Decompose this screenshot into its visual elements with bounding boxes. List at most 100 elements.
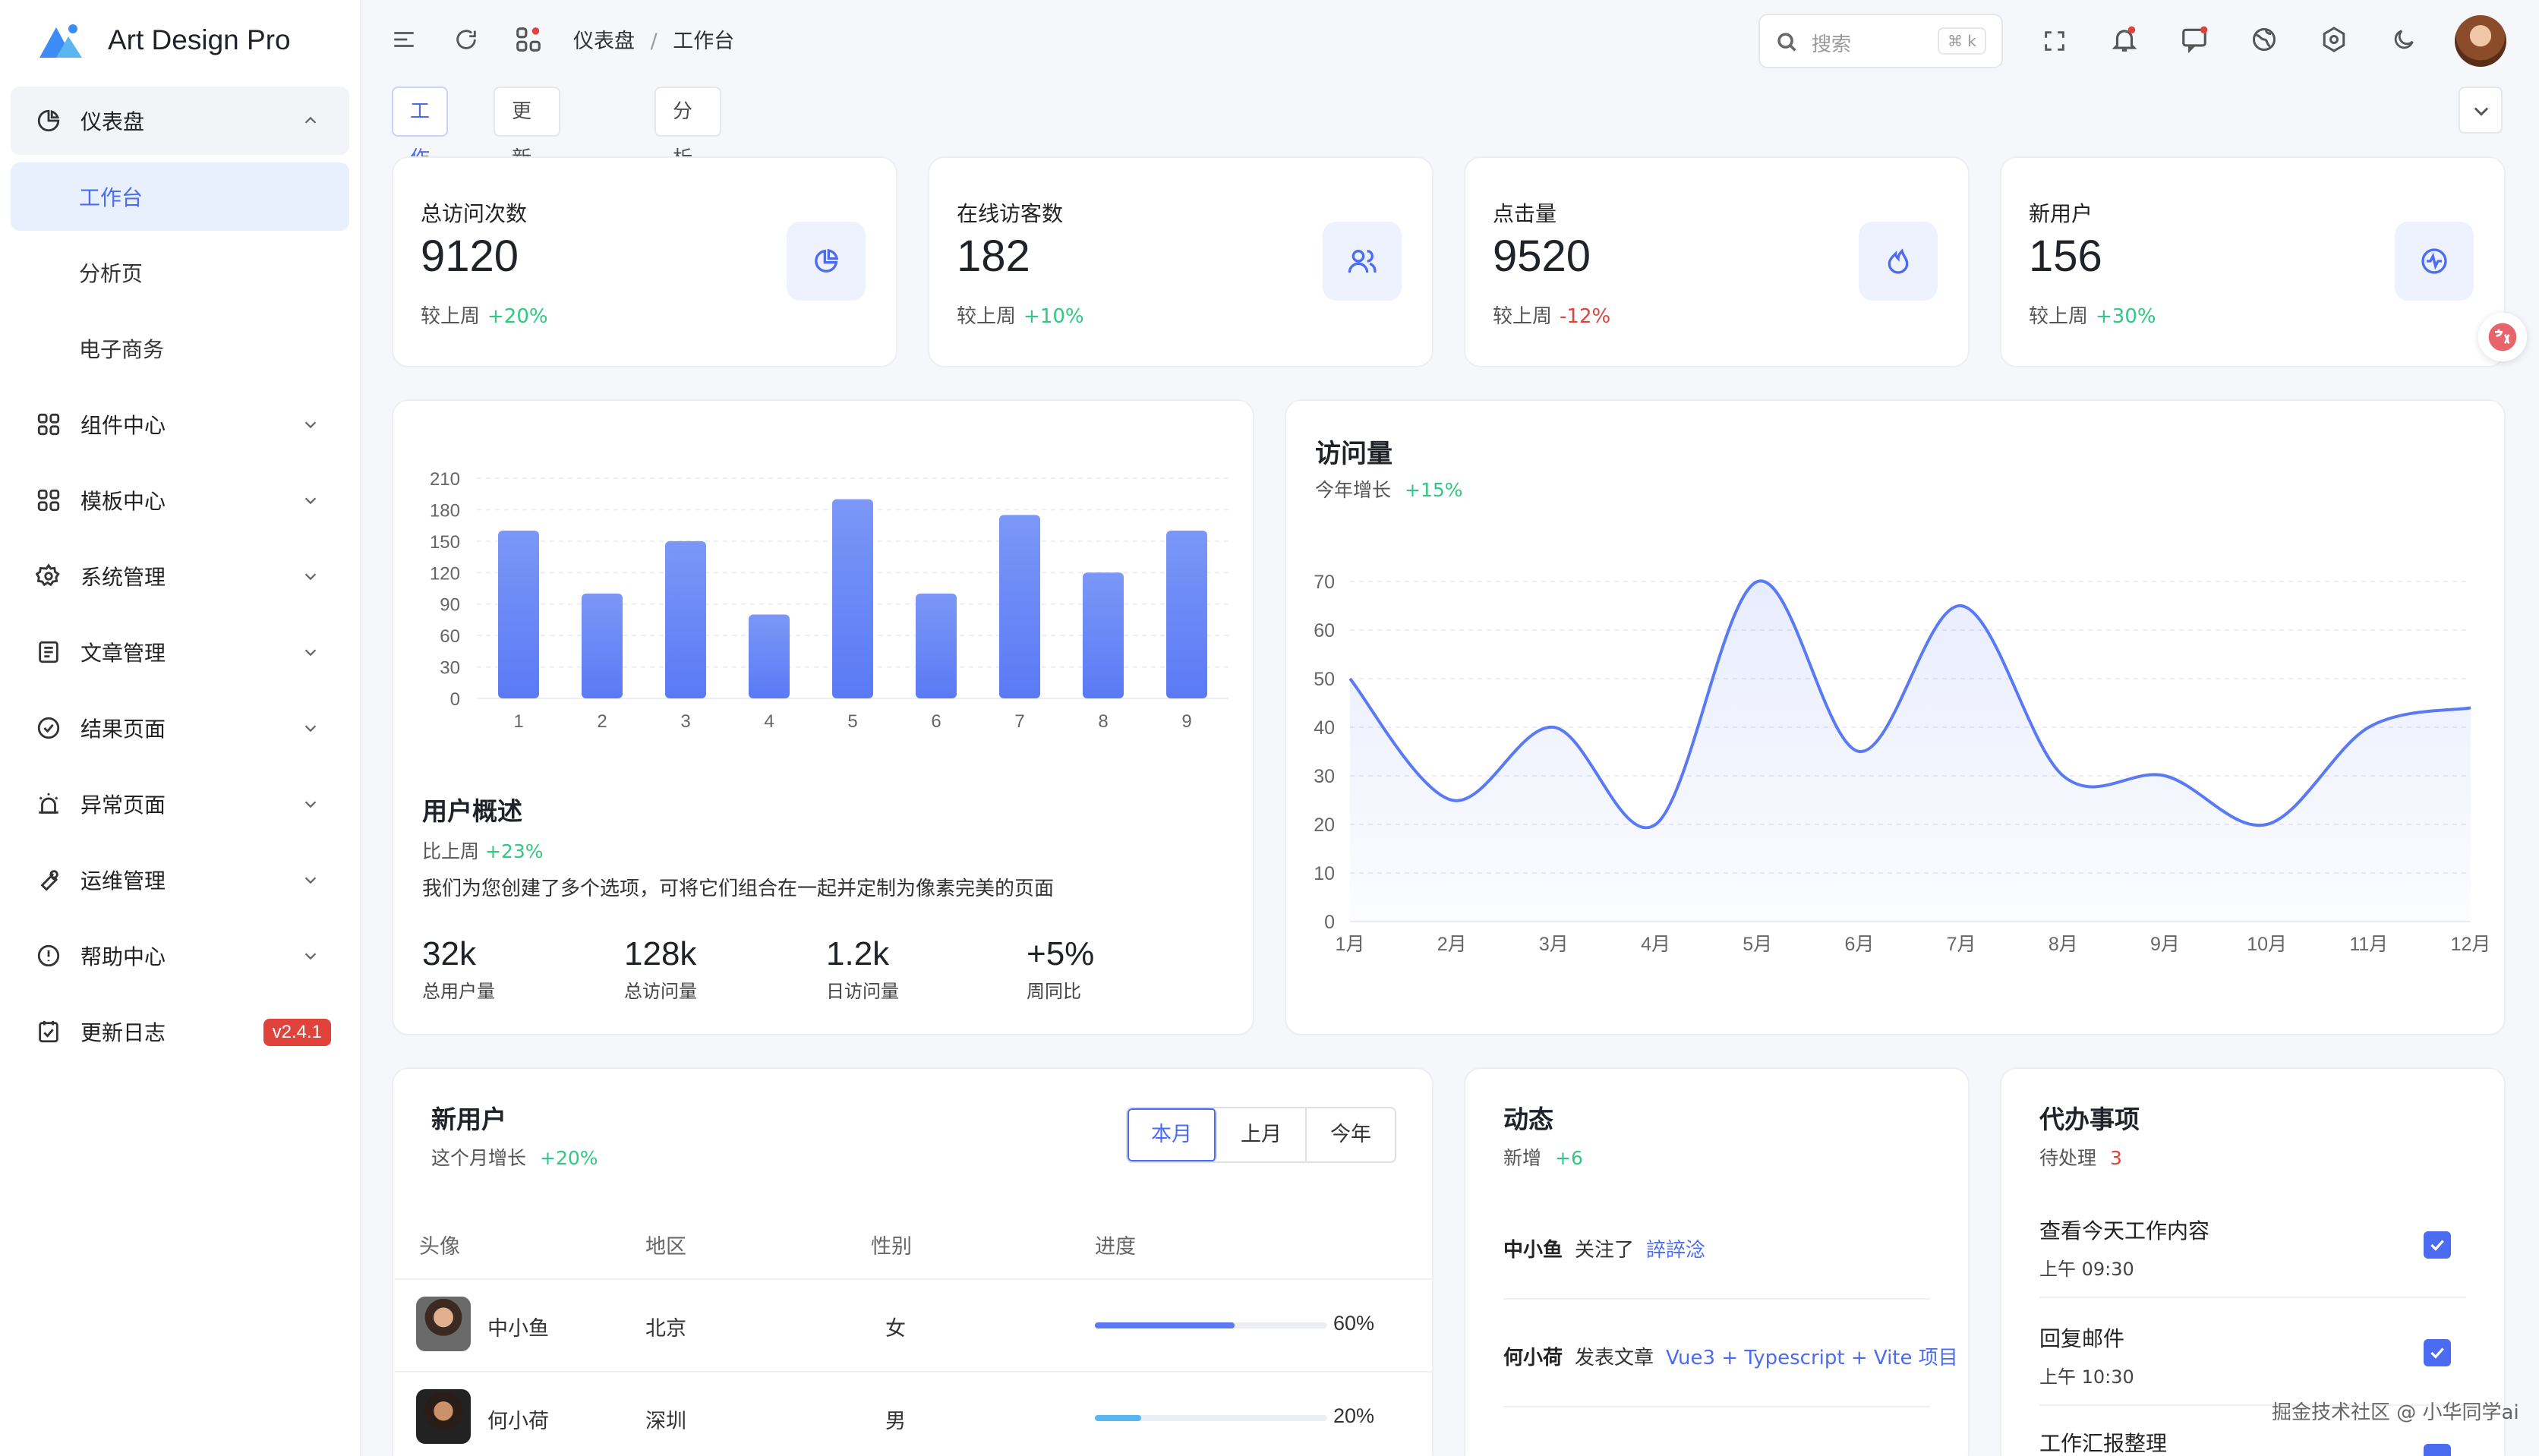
sidebar-item-articles[interactable]: 文章管理 <box>11 618 349 686</box>
data-point[interactable] <box>2162 774 2167 778</box>
compare-label: 较上周 <box>1493 305 1553 328</box>
tab-analysis[interactable]: 分析页✕ <box>654 87 722 263</box>
sidebar-item-results[interactable]: 结果页面 <box>11 694 349 762</box>
bar[interactable] <box>749 614 790 698</box>
metric-label: 日访问量 <box>826 981 899 1002</box>
activity-target-link[interactable]: Vue3 + Typescript + Vite 项目 <box>1666 1347 1958 1369</box>
apps-icon[interactable] <box>512 23 545 56</box>
x-tick-label: 8月 <box>2049 934 2078 955</box>
new-users-growth: 这个月增长 +20% <box>431 1143 598 1171</box>
activity-user[interactable]: 中小鱼 <box>1503 1239 1563 1262</box>
data-point[interactable] <box>1551 725 1556 730</box>
fullscreen-icon[interactable] <box>2038 24 2071 58</box>
growth-label: 这个月增长 <box>431 1147 527 1169</box>
stat-card-total-visits: 总访问次数 9120 较上周 +20% <box>392 156 897 367</box>
breadcrumb-item[interactable]: 仪表盘 <box>573 30 635 53</box>
chevron-down-icon <box>304 649 317 657</box>
data-point[interactable] <box>2061 774 2065 778</box>
data-point[interactable] <box>1755 579 1760 584</box>
data-point[interactable] <box>1348 676 1352 681</box>
sidebar-item-components[interactable]: 组件中心 <box>11 390 349 459</box>
todo-checkbox[interactable] <box>2424 1231 2451 1259</box>
series-line[interactable] <box>1348 579 2471 830</box>
chevron-down-icon <box>304 725 317 733</box>
user-name: 何小荷 <box>487 1410 549 1433</box>
x-tick-label: 6月 <box>1844 934 1874 955</box>
activity-card <box>1464 1067 1970 1456</box>
tabs-dropdown-button[interactable] <box>2459 87 2503 134</box>
search-icon <box>1777 33 1796 52</box>
sidebar-item-system[interactable]: 系统管理 <box>11 542 349 610</box>
sidebar-item-label: 运维管理 <box>80 868 166 893</box>
delta-value: +20% <box>487 305 548 328</box>
data-point[interactable] <box>1959 604 1963 608</box>
app-logo[interactable]: Art Design Pro <box>38 18 291 62</box>
settings-icon[interactable] <box>2317 23 2351 56</box>
sidebar-item-changelog[interactable]: 更新日志 v2.4.1 <box>11 997 349 1066</box>
check-icon <box>2430 1240 2444 1251</box>
language-globe-icon[interactable] <box>2247 23 2281 56</box>
data-point[interactable] <box>2367 725 2371 730</box>
sidebar-subitem-workbench[interactable]: 工作台 <box>11 162 349 231</box>
todo-checkbox[interactable] <box>2424 1444 2451 1456</box>
chat-icon[interactable] <box>2178 23 2211 56</box>
chevron-down-icon <box>304 801 317 808</box>
chevron-down-icon <box>304 953 317 960</box>
sidebar-subitem-analysis[interactable]: 分析页 <box>11 238 349 307</box>
menu-toggle-icon[interactable] <box>387 23 421 56</box>
line-chart: 0 10 20 30 40 50 60 70 1月 2月 3月 4月 5月 6月 7月 8月 9月 10月 11月 1… <box>1314 572 2490 955</box>
sidebar-item-exceptions[interactable]: 异常页面 <box>11 770 349 838</box>
bar[interactable] <box>832 499 873 698</box>
period-this-month[interactable]: 本月 <box>1128 1108 1217 1161</box>
bar[interactable] <box>582 593 623 698</box>
bar[interactable] <box>1083 572 1124 698</box>
activity-item: 中小鱼 关注了 誶誶淰 <box>1503 1234 1705 1262</box>
sidebar-item-dashboard[interactable]: 仪表盘 <box>11 87 349 155</box>
chevron-down-icon <box>2474 107 2489 116</box>
data-point[interactable] <box>1857 749 1862 754</box>
stat-label: 总访问次数 <box>421 201 528 226</box>
visits-growth: 今年增长 +15% <box>1315 475 1463 503</box>
bar[interactable] <box>498 531 539 698</box>
todo-title: 代办事项 <box>2039 1105 2140 1134</box>
period-this-year[interactable]: 今年 <box>1330 1123 1371 1146</box>
data-point[interactable] <box>2468 705 2473 710</box>
user-avatar[interactable] <box>2455 15 2506 67</box>
data-point[interactable] <box>1449 798 1454 802</box>
bar[interactable] <box>1166 531 1207 698</box>
activity-target-link[interactable]: 誶誶淰 <box>1646 1239 1706 1262</box>
activity-user[interactable]: 何小荷 <box>1503 1347 1563 1369</box>
user-overview-card: 0 30 60 90 120 150 180 210 1 2 3 4 5 6 7 8 9 用户概述 比上周 +23… <box>392 399 1254 1035</box>
period-last-month[interactable]: 上月 <box>1217 1108 1307 1161</box>
sidebar-subitem-ecommerce[interactable]: 电子商务 <box>11 314 349 383</box>
sidebar-item-templates[interactable]: 模板中心 <box>11 466 349 534</box>
todo-checkbox[interactable] <box>2424 1339 2451 1366</box>
tab-workbench[interactable]: 工作台 <box>392 87 449 217</box>
search-box[interactable]: 搜索 ⌘ k <box>1758 14 2003 68</box>
notification-bell-icon[interactable] <box>2108 23 2141 56</box>
sidebar-item-help[interactable]: 帮助中心 <box>11 922 349 990</box>
x-tick-label: 2月 <box>1437 934 1467 955</box>
translate-button[interactable] <box>2478 313 2527 361</box>
bar[interactable] <box>999 515 1040 698</box>
sidebar-item-ops[interactable]: 运维管理 <box>11 846 349 914</box>
metric-label: 总用户量 <box>422 981 495 1002</box>
gear-icon <box>35 563 62 590</box>
data-point[interactable] <box>2265 822 2269 827</box>
user-region: 深圳 <box>645 1410 686 1433</box>
tab-changelog[interactable]: 更新日志✕ <box>494 87 561 310</box>
column-header-avatar: 头像 <box>419 1235 460 1259</box>
activity-icon <box>2395 222 2474 301</box>
refresh-icon[interactable] <box>449 23 483 56</box>
delta-value: +6 <box>1555 1147 1583 1169</box>
metric-total-users: 32k 总用户量 <box>422 935 495 1003</box>
check-icon <box>2430 1347 2444 1359</box>
overview-title: 用户概述 <box>422 796 522 826</box>
dark-mode-icon[interactable] <box>2387 23 2421 56</box>
bar[interactable] <box>665 540 706 698</box>
dashboard-icon <box>35 107 62 134</box>
data-point[interactable] <box>1654 822 1658 827</box>
bar[interactable] <box>916 593 957 698</box>
pie-chart-icon <box>787 222 866 301</box>
metric-daily-visits: 1.2k 日访问量 <box>826 935 899 1003</box>
